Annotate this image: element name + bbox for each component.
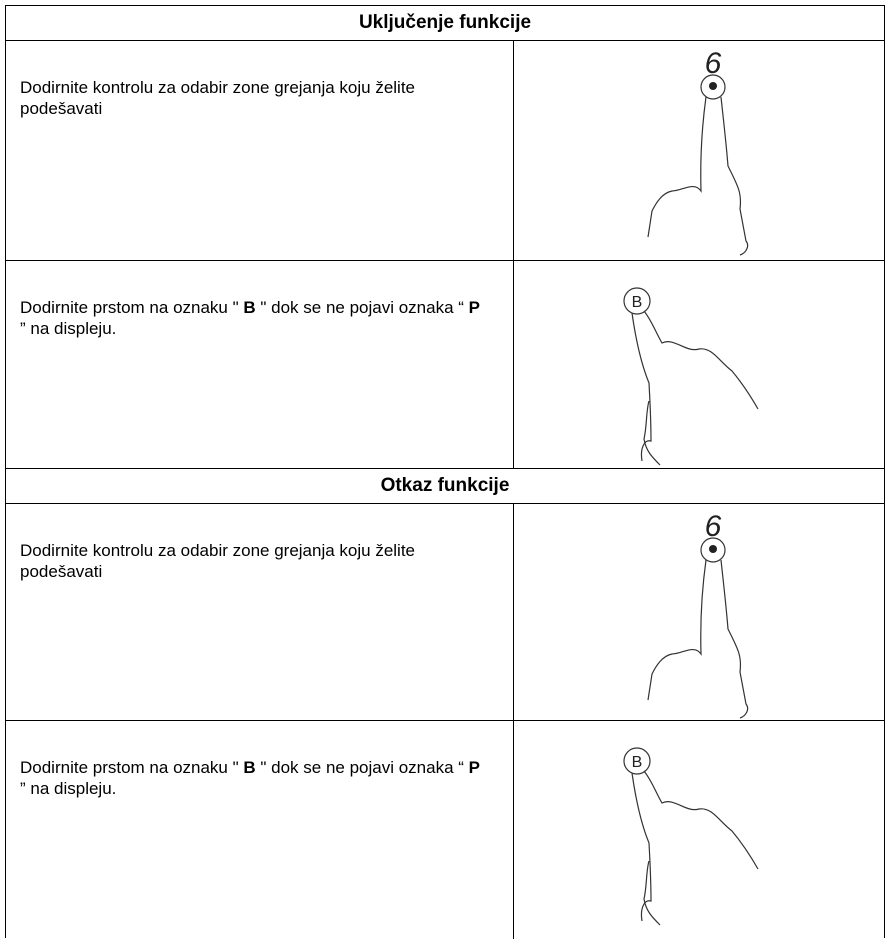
section-header: Otkaz funkcije: [5, 468, 885, 503]
text-part: ” na displeju.: [20, 779, 117, 798]
button-label: B: [632, 754, 643, 771]
column-divider: [512, 41, 514, 261]
text-part: Dodirnite prstom na oznaku ": [20, 298, 244, 317]
hand-illustration: B: [623, 287, 759, 466]
instruction-text: Dodirnite kontrolu za odabir zone grejan…: [20, 540, 490, 582]
text-part: B: [243, 298, 256, 317]
hand-illustration: B: [623, 747, 759, 926]
hand-outline: [631, 772, 652, 922]
column-divider: [512, 504, 514, 721]
control-button: [623, 747, 651, 775]
button-label: B: [632, 294, 643, 311]
text-part: " dok se ne pojavi oznaka “: [255, 298, 469, 317]
section-header: Uključenje funkcije: [5, 5, 885, 40]
hand-outline: [647, 96, 707, 238]
table-row: Dodirnite prstom na oznaku " B " dok se …: [5, 720, 885, 939]
button-dot: [709, 82, 717, 90]
text-part: Dodirnite kontrolu za odabir zone grejan…: [20, 78, 416, 118]
hand-outline: [643, 860, 661, 926]
hand-outline: [643, 310, 759, 410]
hand-outline: [647, 559, 707, 701]
hand-illustration: 6: [647, 47, 749, 256]
hand-illustration: 6: [647, 510, 749, 719]
instruction-text: Dodirnite kontrolu za odabir zone grejan…: [20, 77, 490, 119]
hand-outline: [720, 96, 749, 256]
table-row: Dodirnite kontrolu za odabir zone grejan…: [5, 503, 885, 721]
column-divider: [512, 721, 514, 939]
section-title: Uključenje funkcije: [358, 12, 532, 33]
control-button: [700, 537, 726, 563]
text-part: B: [243, 758, 256, 777]
column-divider: [512, 261, 514, 469]
button-dot: [709, 545, 717, 553]
instruction-text: Dodirnite prstom na oznaku " B " dok se …: [20, 297, 490, 339]
hand-outline: [720, 559, 749, 719]
text-part: Dodirnite kontrolu za odabir zone grejan…: [20, 541, 416, 581]
control-button: [623, 287, 651, 315]
control-button: [700, 74, 726, 100]
display-digit: 6: [705, 510, 722, 543]
table-row: Dodirnite prstom na oznaku " B " dok se …: [5, 260, 885, 469]
text-part: Dodirnite prstom na oznaku ": [20, 758, 244, 777]
section-title: Otkaz funkcije: [380, 475, 510, 496]
display-digit: 6: [705, 47, 722, 80]
hand-outline: [631, 312, 652, 462]
text-part: ” na displeju.: [20, 319, 117, 338]
text-part: P: [468, 758, 480, 777]
hand-outline: [643, 400, 661, 466]
instruction-text: Dodirnite prstom na oznaku " B " dok se …: [20, 757, 490, 799]
text-part: P: [468, 298, 480, 317]
text-part: " dok se ne pojavi oznaka “: [255, 758, 469, 777]
table-row: Dodirnite kontrolu za odabir zone grejan…: [5, 40, 885, 261]
hand-outline: [643, 770, 759, 870]
